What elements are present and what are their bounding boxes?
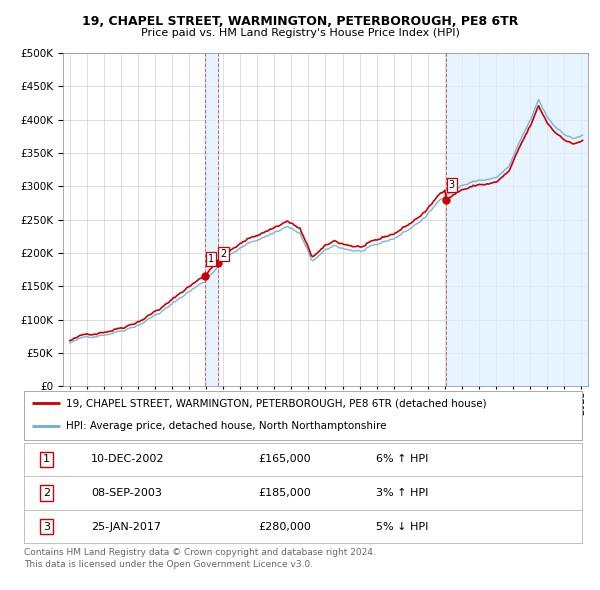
Text: £165,000: £165,000 — [259, 454, 311, 464]
Text: 2: 2 — [220, 249, 227, 259]
Bar — [446, 53, 588, 386]
Text: 10-DEC-2002: 10-DEC-2002 — [91, 454, 164, 464]
Text: 1: 1 — [208, 254, 214, 264]
Text: 3: 3 — [43, 522, 50, 532]
Bar — [205, 53, 218, 386]
Text: 3% ↑ HPI: 3% ↑ HPI — [376, 488, 428, 498]
Text: HPI: Average price, detached house, North Northamptonshire: HPI: Average price, detached house, Nort… — [66, 421, 386, 431]
Text: £280,000: £280,000 — [259, 522, 311, 532]
Text: £185,000: £185,000 — [259, 488, 311, 498]
Text: 1: 1 — [43, 454, 50, 464]
Text: 08-SEP-2003: 08-SEP-2003 — [91, 488, 162, 498]
Text: Price paid vs. HM Land Registry's House Price Index (HPI): Price paid vs. HM Land Registry's House … — [140, 28, 460, 38]
Text: 25-JAN-2017: 25-JAN-2017 — [91, 522, 161, 532]
Text: Contains HM Land Registry data © Crown copyright and database right 2024.
This d: Contains HM Land Registry data © Crown c… — [24, 549, 376, 569]
Text: 2: 2 — [43, 488, 50, 498]
Text: 19, CHAPEL STREET, WARMINGTON, PETERBOROUGH, PE8 6TR (detached house): 19, CHAPEL STREET, WARMINGTON, PETERBORO… — [66, 398, 487, 408]
Text: 6% ↑ HPI: 6% ↑ HPI — [376, 454, 428, 464]
Text: 19, CHAPEL STREET, WARMINGTON, PETERBOROUGH, PE8 6TR: 19, CHAPEL STREET, WARMINGTON, PETERBORO… — [82, 15, 518, 28]
Text: 5% ↓ HPI: 5% ↓ HPI — [376, 522, 428, 532]
Text: 3: 3 — [449, 180, 455, 190]
